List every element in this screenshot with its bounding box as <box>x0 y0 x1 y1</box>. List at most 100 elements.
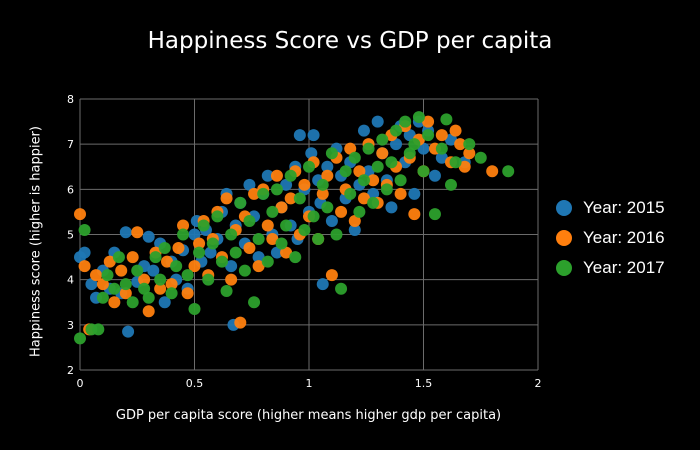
scatter-point[interactable] <box>261 219 274 232</box>
scatter-point[interactable] <box>417 165 430 178</box>
scatter-point[interactable] <box>225 273 238 286</box>
scatter-point[interactable] <box>371 160 384 173</box>
scatter-point[interactable] <box>458 160 471 173</box>
scatter-point[interactable] <box>126 251 139 264</box>
scatter-point[interactable] <box>225 228 238 241</box>
scatter-point[interactable] <box>422 129 435 142</box>
scatter-point[interactable] <box>165 287 178 300</box>
scatter-point[interactable] <box>353 165 366 178</box>
scatter-point[interactable] <box>211 210 224 223</box>
scatter-point[interactable] <box>486 165 499 178</box>
scatter-point[interactable] <box>142 305 155 318</box>
scatter-point[interactable] <box>403 147 416 160</box>
scatter-point[interactable] <box>444 133 457 146</box>
scatter-point[interactable] <box>339 165 352 178</box>
scatter-point[interactable] <box>367 196 380 209</box>
scatter-point[interactable] <box>172 242 185 255</box>
scatter-point[interactable] <box>161 255 174 268</box>
scatter-point[interactable] <box>474 151 487 164</box>
scatter-point[interactable] <box>142 230 155 243</box>
scatter-point[interactable] <box>289 251 302 264</box>
scatter-point[interactable] <box>261 169 274 182</box>
scatter-point[interactable] <box>435 142 448 155</box>
scatter-point[interactable] <box>154 282 167 295</box>
scatter-point[interactable] <box>119 278 132 291</box>
scatter-point[interactable] <box>131 226 144 239</box>
scatter-point[interactable] <box>101 269 114 282</box>
scatter-point[interactable] <box>108 296 121 309</box>
scatter-point[interactable] <box>252 260 265 273</box>
scatter-point[interactable] <box>357 174 370 187</box>
scatter-point[interactable] <box>376 147 389 160</box>
scatter-point[interactable] <box>270 169 283 182</box>
scatter-point[interactable] <box>362 142 375 155</box>
scatter-point[interactable] <box>149 251 162 264</box>
scatter-point[interactable] <box>78 260 91 273</box>
scatter-point[interactable] <box>394 174 407 187</box>
scatter-point[interactable] <box>307 129 320 142</box>
scatter-point[interactable] <box>362 165 375 178</box>
scatter-point[interactable] <box>321 169 334 182</box>
scatter-point[interactable] <box>348 214 361 227</box>
scatter-point[interactable] <box>170 260 183 273</box>
scatter-point[interactable] <box>428 208 441 221</box>
scatter-point[interactable] <box>348 151 361 164</box>
scatter-point[interactable] <box>417 142 430 155</box>
scatter-point[interactable] <box>325 214 338 227</box>
scatter-point[interactable] <box>367 174 380 187</box>
scatter-point[interactable] <box>177 228 190 241</box>
scatter-point[interactable] <box>248 296 261 309</box>
scatter-point[interactable] <box>138 273 151 286</box>
scatter-point[interactable] <box>303 160 315 173</box>
scatter-point[interactable] <box>316 278 329 291</box>
scatter-point[interactable] <box>204 246 217 259</box>
scatter-point[interactable] <box>78 223 91 236</box>
scatter-point[interactable] <box>449 156 462 169</box>
scatter-point[interactable] <box>463 138 476 151</box>
scatter-point[interactable] <box>248 187 261 200</box>
scatter-point[interactable] <box>181 287 194 300</box>
scatter-point[interactable] <box>275 201 288 214</box>
scatter-point[interactable] <box>142 291 155 304</box>
scatter-point[interactable] <box>312 233 325 246</box>
scatter-point[interactable] <box>422 115 435 128</box>
scatter-point[interactable] <box>181 269 194 282</box>
scatter-point[interactable] <box>284 169 297 182</box>
scatter-point[interactable] <box>119 226 132 239</box>
scatter-point[interactable] <box>376 133 389 146</box>
scatter-point[interactable] <box>112 251 125 264</box>
scatter-point[interactable] <box>408 138 421 151</box>
scatter-point[interactable] <box>188 228 201 241</box>
scatter-point[interactable] <box>165 278 178 291</box>
scatter-point[interactable] <box>330 228 343 241</box>
legend-item-2017[interactable]: Year: 2017 <box>556 253 665 283</box>
scatter-point[interactable] <box>270 183 283 196</box>
scatter-point[interactable] <box>280 246 293 259</box>
scatter-point[interactable] <box>463 147 476 160</box>
scatter-point[interactable] <box>305 147 318 160</box>
scatter-point[interactable] <box>270 246 283 259</box>
scatter-point[interactable] <box>449 124 462 137</box>
scatter-point[interactable] <box>280 219 293 232</box>
scatter-point[interactable] <box>385 201 398 214</box>
scatter-point[interactable] <box>96 278 109 291</box>
scatter-point[interactable] <box>220 284 233 297</box>
scatter-point[interactable] <box>74 208 86 221</box>
scatter-point[interactable] <box>147 264 160 277</box>
scatter-point[interactable] <box>119 287 132 300</box>
scatter-point[interactable] <box>357 124 370 137</box>
scatter-point[interactable] <box>225 260 238 273</box>
scatter-point[interactable] <box>266 205 279 218</box>
scatter-point[interactable] <box>177 219 190 232</box>
scatter-point[interactable] <box>90 269 103 282</box>
scatter-point[interactable] <box>348 223 361 236</box>
scatter-point[interactable] <box>122 325 135 338</box>
scatter-point[interactable] <box>385 156 398 169</box>
scatter-point[interactable] <box>193 246 206 259</box>
scatter-point[interactable] <box>325 147 338 160</box>
scatter-point[interactable] <box>428 169 441 182</box>
scatter-point[interactable] <box>275 237 288 250</box>
scatter-point[interactable] <box>298 178 311 191</box>
scatter-point[interactable] <box>131 264 144 277</box>
scatter-point[interactable] <box>335 205 348 218</box>
